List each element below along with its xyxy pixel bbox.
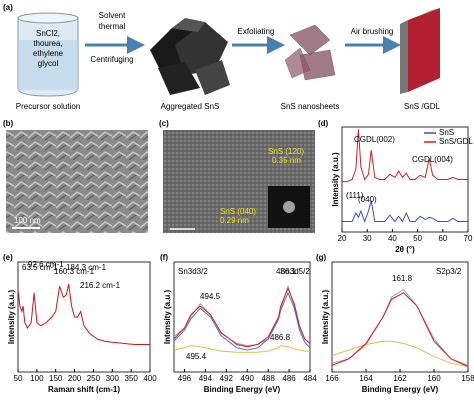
annotation: (040) [358, 195, 377, 204]
x-tick-label: 150 [49, 374, 63, 383]
data-line [342, 129, 468, 183]
tem-text: 0.29 nm [220, 216, 249, 225]
step-text: Centrifuging [90, 55, 133, 64]
data-line [173, 345, 310, 353]
x-axis-label: Binding Energy (eV) [362, 385, 439, 394]
annotation: CGDL(002) [354, 135, 395, 144]
annotation: 486.1 [276, 267, 297, 276]
step-text: thermal [99, 22, 126, 31]
data-line [331, 288, 469, 366]
x-tick-label: 200 [68, 374, 82, 383]
x-tick-label: 484 [303, 374, 317, 383]
data-line [331, 340, 469, 367]
x-tick-label: 300 [106, 374, 120, 383]
x-axis-label: Binding Energy (eV) [204, 385, 281, 394]
data-line [331, 292, 469, 367]
x-tick-label: 492 [220, 374, 234, 383]
x-tick-label: 488 [261, 374, 275, 383]
x-tick-label: 250 [87, 374, 101, 383]
annotation: 63.5 cm-1 [22, 263, 58, 272]
beaker-text: SnCl2, [36, 29, 60, 38]
sns-nanosheets [284, 24, 336, 81]
y-axis-label: Intensity (a.u.) [163, 290, 172, 345]
x-axis-label: Raman shift (cm-1) [48, 385, 120, 394]
panel-label: (g) [316, 253, 327, 262]
data-line [17, 283, 150, 345]
legend-label: SnS [439, 128, 454, 137]
tem-text: 0.35 nm [272, 156, 301, 165]
annotation: Sn3d5/2 [280, 267, 310, 276]
annotation: 92.6 cm-1 [28, 260, 64, 269]
y-axis-label: Intensity (a.u.) [7, 290, 16, 345]
beaker-text: ethylene [33, 49, 64, 58]
step-text: Solvent [99, 11, 126, 20]
caption: Aggregated SnS [161, 102, 220, 111]
x-tick-label: 40 [388, 234, 397, 243]
annotation: (111) [346, 191, 364, 200]
panel-label: (c) [159, 119, 169, 128]
fft-spot [283, 201, 295, 213]
x-tick-label: 160 [427, 374, 441, 383]
x-tick-label: 60 [438, 234, 447, 243]
data-line [173, 291, 311, 351]
x-tick-label: 486 [282, 374, 296, 383]
x-tick-label: 100 [30, 374, 44, 383]
beaker-text: glycol [38, 59, 59, 68]
annotation: Sn3d3/2 [178, 267, 208, 276]
data-line [342, 200, 468, 223]
plot-frame [173, 261, 311, 373]
panel-label: (e) [3, 253, 13, 262]
x-axis-label: 2θ (°) [395, 245, 415, 254]
x-tick-label: 158 [461, 374, 474, 383]
step-text: Air brushing [351, 27, 394, 36]
panel-label: (a) [3, 3, 13, 12]
annotation: 495.4 [186, 352, 207, 361]
x-tick-label: 50 [14, 374, 23, 383]
x-tick-label: 20 [338, 234, 347, 243]
x-tick-label: 162 [393, 374, 407, 383]
annotation: 486.8 [270, 333, 291, 342]
annotation: CGDL(004) [412, 155, 453, 164]
tem-text: SnS (120) [268, 147, 304, 156]
x-tick-label: 166 [325, 374, 339, 383]
x-tick-label: 70 [464, 234, 473, 243]
x-tick-label: 400 [143, 374, 157, 383]
data-line [173, 287, 311, 348]
y-axis-label: Intensity (a.u.) [321, 290, 330, 345]
plot-frame [17, 261, 151, 373]
annotation: S2p3/2 [436, 267, 462, 276]
x-tick-label: 164 [359, 374, 373, 383]
panel-label: (f) [160, 253, 168, 262]
y-axis-label: Intensity (a.u.) [331, 152, 340, 207]
x-tick-label: 494 [199, 374, 213, 383]
caption: Precursor solution [16, 102, 80, 111]
legend-label: SnS/GDL [439, 137, 473, 146]
tem-text: SnS (040) [220, 207, 256, 216]
x-tick-label: 490 [241, 374, 255, 383]
sem-image [6, 130, 148, 233]
annotation: 184.3 cm-1 [66, 263, 107, 272]
annotation: 216.2 cm-1 [80, 281, 121, 290]
panel-label: (b) [3, 119, 14, 128]
scale-text: 100 nm [14, 216, 41, 225]
beaker [17, 12, 79, 97]
x-tick-label: 350 [124, 374, 138, 383]
step-text: Exfoliating [238, 27, 275, 36]
annotation: 161.8 [392, 274, 413, 283]
annotation: 160.3 cm-1 [54, 267, 95, 276]
annotation: 494.5 [200, 292, 221, 301]
x-tick-label: 50 [413, 234, 422, 243]
sns-gdl [400, 8, 440, 94]
x-tick-label: 30 [363, 234, 372, 243]
aggregated-sns [150, 18, 230, 95]
panel-label: (d) [318, 119, 329, 128]
x-tick-label: 496 [178, 374, 192, 383]
caption: SnS nanosheets [281, 102, 340, 111]
caption: SnS /GDL [404, 102, 441, 111]
beaker-text: thourea, [33, 39, 62, 48]
